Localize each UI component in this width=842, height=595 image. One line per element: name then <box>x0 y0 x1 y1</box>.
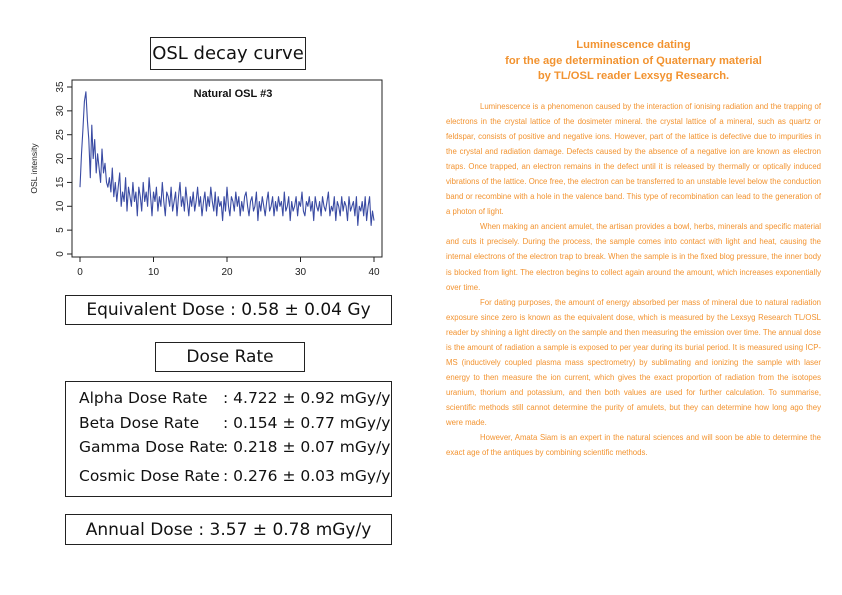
dose-rate-title-box: Dose Rate <box>155 342 305 372</box>
y-axis-label: OSL intensity <box>29 143 39 194</box>
dose-rates-box: Alpha Dose Rate : 4.722 ± 0.92 mGy/y Bet… <box>65 381 392 497</box>
article-paragraph: Luminescence is a phenomenon caused by t… <box>446 102 821 217</box>
equivalent-dose-value: Equivalent Dose : 0.58 ± 0.04 Gy <box>86 300 371 320</box>
y-tick-label: 20 <box>55 153 66 165</box>
osl-title-box: OSL decay curve <box>150 37 306 70</box>
series-line <box>79 91 375 226</box>
beta-dose-rate-label: Beta Dose Rate <box>79 414 200 432</box>
x-tick-label: 30 <box>295 267 307 278</box>
alpha-dose-rate-label: Alpha Dose Rate <box>79 389 208 407</box>
y-tick-label: 15 <box>55 176 66 188</box>
article-paragraph: For dating purposes, the amount of energ… <box>446 297 821 427</box>
dose-rate-title: Dose Rate <box>186 347 274 367</box>
y-tick-label: 25 <box>55 129 66 141</box>
article-title-line: Luminescence dating <box>576 39 691 51</box>
x-tick-label: 40 <box>368 267 380 278</box>
x-tick-label: 20 <box>221 267 233 278</box>
annual-dose-box: Annual Dose : 3.57 ± 0.78 mGy/y <box>65 514 392 545</box>
y-tick-label: 10 <box>55 200 66 212</box>
annual-dose-value: Annual Dose : 3.57 ± 0.78 mGy/y <box>85 519 372 540</box>
article-paragraph: When making an ancient amulet, the artis… <box>446 222 821 292</box>
cosmic-dose-rate-label: Cosmic Dose Rate <box>79 467 220 485</box>
y-tick-label: 30 <box>55 105 66 117</box>
alpha-dose-rate-value: : 4.722 ± 0.92 mGy/y <box>223 389 391 407</box>
article-paragraph: However, Amata Siam is an expert in the … <box>446 433 821 458</box>
osl-decay-chart: 0 5 10 15 20 25 30 35 0 10 20 30 40 OSL intensity Natu… <box>29 79 383 278</box>
article-body: Luminescence is a phenomenon caused by t… <box>446 99 821 460</box>
x-tick-label: 10 <box>148 267 160 278</box>
y-tick-label: 0 <box>55 251 66 257</box>
osl-title: OSL decay curve <box>152 43 304 64</box>
beta-dose-rate-value: : 0.154 ± 0.77 mGy/y <box>223 414 391 432</box>
gamma-dose-rate-value: : 0.218 ± 0.07 mGy/y <box>223 438 391 456</box>
plot-frame <box>71 79 383 258</box>
article-title-line: by TL/OSL reader Lexsyg Research. <box>537 70 730 82</box>
y-tick-label: 5 <box>55 227 66 233</box>
gamma-dose-rate-label: Gamma Dose Rate <box>79 438 225 456</box>
chart-title: Natural OSL #3 <box>194 88 273 100</box>
article-title: Luminescence dating for the age determin… <box>446 38 821 85</box>
x-tick-label: 0 <box>77 267 83 278</box>
cosmic-dose-rate-value: : 0.276 ± 0.03 mGy/y <box>223 467 391 485</box>
article-title-line: for the age determination of Quaternary … <box>505 54 762 67</box>
equivalent-dose-box: Equivalent Dose : 0.58 ± 0.04 Gy <box>65 295 392 325</box>
y-tick-label: 35 <box>55 81 66 93</box>
